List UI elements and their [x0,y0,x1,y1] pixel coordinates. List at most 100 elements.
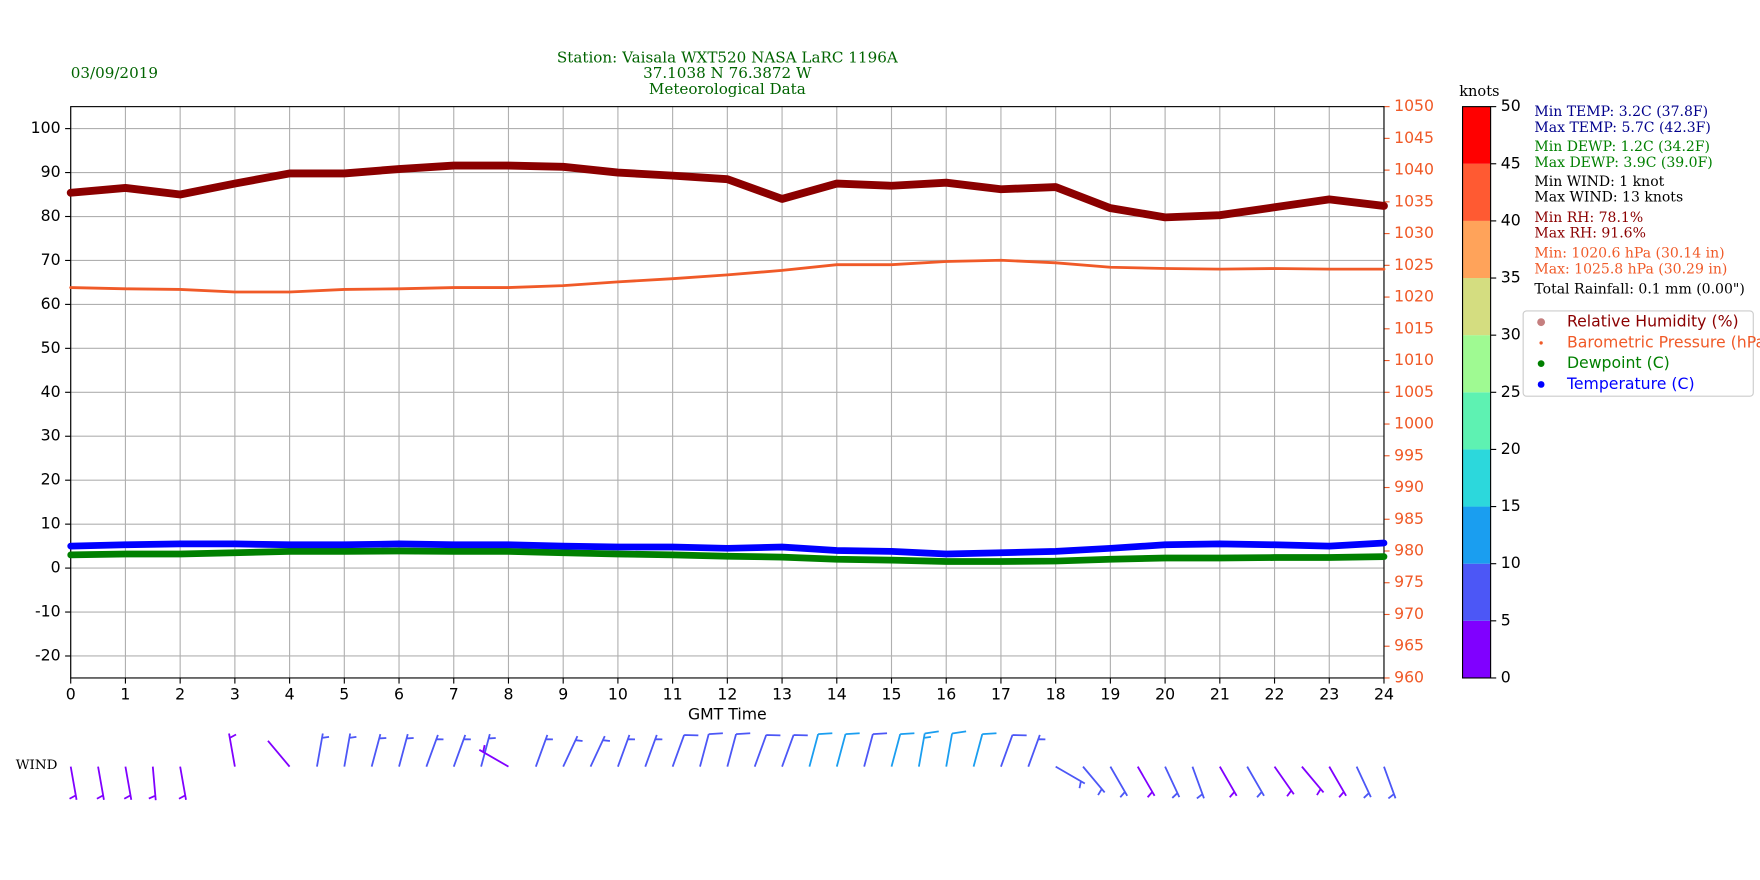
stat-text: Max: 1025.8 hPa (30.29 in) [1534,261,1727,277]
y2-tick-label: 980 [1394,540,1424,559]
wind-barb [425,734,444,767]
wind-barb [1219,766,1238,798]
x-tick-label: 18 [1046,684,1066,703]
legend-box [1522,310,1754,397]
x-tick-label: 15 [882,684,902,703]
y-tick-label: -20 [35,645,61,664]
x-tick-label: 24 [1374,684,1394,703]
stat-text: Min DEWP: 1.2C (34.2F) [1534,139,1710,155]
wind-barb [1109,766,1128,798]
colorbar-tick-label: 5 [1501,610,1511,629]
chart-title: Station: Vaisala WXT520 NASA LaRC 1196A [557,48,899,66]
y2-tick-label: 1020 [1394,287,1434,306]
stat-text: Min WIND: 1 knot [1534,174,1664,190]
wind-barb [1301,766,1325,796]
y-tick-label: 10 [41,514,61,533]
colorbar-segment [1462,563,1491,621]
wind-barb [781,734,808,767]
chart-subtitle: Meteorological Data [649,80,806,98]
stat-text: Max DEWP: 3.9C (39.0F) [1534,155,1712,171]
y-tick-label: 90 [41,162,61,181]
wind-barb [478,744,509,768]
y2-tick-label: 965 [1394,636,1424,655]
wind-barb [972,732,997,767]
wind-barb [1191,766,1205,800]
colorbar-segment [1462,335,1491,393]
wind-barb [343,733,357,767]
legend-label: Relative Humidity (%) [1567,312,1739,331]
y2-tick-label: 960 [1394,667,1424,686]
y2-tick-label: 1000 [1394,414,1434,433]
colorbar-tick-label: 0 [1501,667,1511,686]
x-tick-label: 13 [772,684,792,703]
y-tick-label: -10 [35,602,61,621]
wind-barb [1383,766,1397,800]
wind-barb [699,732,723,767]
chart-subtitle: 37.1038 N 76.3872 W [643,64,812,82]
y-tick-label: 100 [31,118,61,137]
y-tick-label: 20 [41,470,61,489]
legend-marker [1539,341,1543,345]
y2-tick-label: 1040 [1394,160,1434,179]
x-tick-label: 19 [1100,684,1120,703]
x-tick-label: 10 [608,684,628,703]
legend-label: Dewpoint (C) [1567,353,1670,372]
wind-barb [1355,766,1372,799]
colorbar-tick-label: 15 [1501,496,1521,515]
wind-barb [267,740,291,768]
legend-marker [1537,381,1545,388]
y2-tick-label: 975 [1394,572,1424,591]
series-line [69,258,1386,294]
wind-barb [671,734,699,767]
stat-text: Min: 1020.6 hPa (30.14 in) [1534,246,1724,262]
colorbar-tick-label: 45 [1501,153,1521,172]
y2-tick-label: 1015 [1394,318,1434,337]
y2-tick-label: 1030 [1394,223,1434,242]
colorbar-label: knots [1459,83,1499,100]
x-tick-label: 3 [230,684,240,703]
wind-barb [316,733,330,767]
colorbar-segment [1462,278,1491,336]
y2-tick-label: 1045 [1394,128,1434,147]
wind-label: WIND [16,758,58,773]
colorbar-tick-label: 35 [1501,268,1521,287]
x-tick-label: 21 [1210,684,1230,703]
y2-tick-label: 1010 [1394,350,1434,369]
stat-text: Min TEMP: 3.2C (37.8F) [1534,104,1708,120]
x-tick-label: 14 [827,684,847,703]
wind-barb [808,732,833,767]
wind-barb [1055,765,1086,789]
colorbar-tick-label: 20 [1501,439,1521,458]
wind-barb [534,734,553,767]
wind-barb [562,735,583,768]
colorbar-segment [1462,220,1491,279]
legend-marker [1537,318,1546,327]
wind-barb [753,734,781,767]
x-tick-label: 17 [991,684,1011,703]
wind-barb [1000,734,1027,767]
y-tick-label: 70 [41,250,61,269]
y2-tick-label: 985 [1394,509,1424,528]
wind-barb [398,733,414,767]
colorbar-segment [1462,392,1491,450]
y-tick-label: 60 [41,294,61,313]
x-tick-label: 20 [1155,684,1175,703]
x-tick-label: 0 [66,684,76,703]
stat-text: Max TEMP: 5.7C (42.3F) [1534,120,1710,136]
wind-barb [370,733,387,767]
wind-barb [1136,766,1156,798]
wind-barb [589,735,611,768]
wind-barb [123,766,133,800]
wind-barb [1027,734,1046,767]
colorbar-tick-label: 25 [1501,382,1521,401]
wind-barb [835,732,860,767]
wind-barb [178,766,187,800]
y2-tick-label: 995 [1394,445,1424,464]
stat-text: Max WIND: 13 knots [1534,190,1683,206]
wind-barb [1273,766,1295,797]
x-tick-label: 16 [936,684,956,703]
wind-barb [617,734,636,767]
y-tick-label: 50 [41,338,61,357]
wind-barb [917,730,939,767]
x-tick-label: 2 [175,684,185,703]
